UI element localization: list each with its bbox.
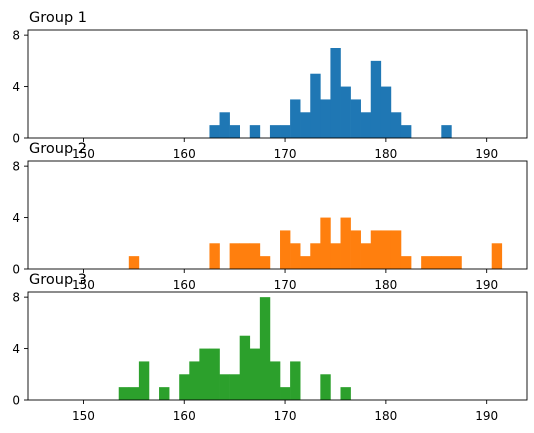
bar-1-11 <box>330 48 341 138</box>
bar-2-1 <box>128 256 140 269</box>
bar-2-4 <box>239 243 251 269</box>
panel-title: Group 1 <box>29 10 87 26</box>
bar-1-9 <box>310 73 321 138</box>
bar-2-5 <box>249 243 261 269</box>
bar-2-20 <box>421 256 432 269</box>
bar-3-10 <box>229 374 240 400</box>
histogram-panel-1: 150 160 170 180 190 0 4 8 Group 1 <box>12 10 528 161</box>
bar-1-4 <box>249 125 261 138</box>
bar-1-2 <box>219 112 230 138</box>
bar-3-15 <box>280 387 291 400</box>
x-tick-label: 190 <box>475 278 498 292</box>
bar-3-8 <box>209 348 220 400</box>
bar-2-12 <box>330 243 341 269</box>
bar-2-7 <box>280 230 291 269</box>
x-tick-label: 150 <box>72 147 95 161</box>
bar-3-6 <box>189 361 200 400</box>
x-tick-label: 170 <box>274 147 297 161</box>
bar-1-12 <box>340 86 351 138</box>
bar-2-2 <box>209 243 220 269</box>
x-tick-label: 150 <box>72 409 95 423</box>
bar-3-12 <box>249 348 261 400</box>
bar-1-5 <box>269 125 281 138</box>
bar-2-14 <box>350 230 361 269</box>
axes-frame <box>27 291 528 401</box>
bar-2-11 <box>320 217 331 269</box>
bar-2-8 <box>290 243 301 269</box>
panel-title: Group 2 <box>29 141 87 157</box>
y-tick-label: 4 <box>12 211 20 225</box>
x-tick-label: 180 <box>374 147 397 161</box>
y-tick-label: 0 <box>12 131 20 145</box>
bar-2-19 <box>400 256 412 269</box>
bar-2-17 <box>380 230 392 269</box>
bar-3-13 <box>259 297 271 400</box>
bar-1-7 <box>290 99 301 138</box>
bar-2-23 <box>451 256 462 269</box>
bar-1-16 <box>380 86 392 138</box>
y-tick-label: 0 <box>12 393 20 407</box>
bar-1-19 <box>441 125 452 138</box>
axes-frame <box>27 29 528 139</box>
bar-3-1 <box>118 387 130 400</box>
y-tick-label: 8 <box>12 28 20 42</box>
bar-1-13 <box>350 99 361 138</box>
bar-2-21 <box>431 256 442 269</box>
bar-1-3 <box>229 125 240 138</box>
bar-1-15 <box>370 60 382 138</box>
bar-1-14 <box>360 112 372 138</box>
bar-3-18 <box>340 387 351 400</box>
bar-2-3 <box>229 243 240 269</box>
bar-2-16 <box>370 230 382 269</box>
x-tick-label: 190 <box>475 409 498 423</box>
x-tick-label: 160 <box>173 147 196 161</box>
bar-3-7 <box>199 348 210 400</box>
bar-3-17 <box>320 374 331 400</box>
bar-2-24 <box>491 243 503 269</box>
y-tick-label: 8 <box>12 159 20 173</box>
bar-2-13 <box>340 217 351 269</box>
bar-3-5 <box>179 374 190 400</box>
panel-title: Group 3 <box>29 272 87 288</box>
bar-3-9 <box>219 374 230 400</box>
x-tick-label: 170 <box>274 409 297 423</box>
bar-3-11 <box>239 335 251 400</box>
histogram-panel-2: 150 160 170 180 190 0 4 8 Group 2 <box>12 141 528 292</box>
x-tick-label: 170 <box>274 278 297 292</box>
y-tick-label: 4 <box>12 342 20 356</box>
bar-1-18 <box>400 125 412 138</box>
bar-1-10 <box>320 99 331 138</box>
x-tick-label: 180 <box>374 278 397 292</box>
x-tick-label: 190 <box>475 147 498 161</box>
x-tick-label: 160 <box>173 409 196 423</box>
bar-1-1 <box>209 125 220 138</box>
bar-3-14 <box>269 361 281 400</box>
y-tick-label: 4 <box>12 80 20 94</box>
bar-1-8 <box>300 112 311 138</box>
y-tick-label: 0 <box>12 262 20 276</box>
bar-2-22 <box>441 256 452 269</box>
x-tick-label: 150 <box>72 278 95 292</box>
histogram-panel-3: 150 160 170 180 190 0 4 8 Group 3 <box>12 272 528 423</box>
x-tick-label: 180 <box>374 409 397 423</box>
bar-2-10 <box>310 243 321 269</box>
bar-1-6 <box>280 125 291 138</box>
y-tick-label: 8 <box>12 290 20 304</box>
bar-3-3 <box>138 361 150 400</box>
bar-2-15 <box>360 243 372 269</box>
bar-2-9 <box>300 256 311 269</box>
axes-frame <box>27 160 528 270</box>
bar-3-2 <box>128 387 140 400</box>
bar-2-18 <box>390 230 402 269</box>
x-tick-label: 160 <box>173 278 196 292</box>
bar-3-4 <box>159 387 170 400</box>
bar-3-16 <box>290 361 301 400</box>
bar-2-6 <box>259 256 271 269</box>
bar-1-17 <box>390 112 402 138</box>
